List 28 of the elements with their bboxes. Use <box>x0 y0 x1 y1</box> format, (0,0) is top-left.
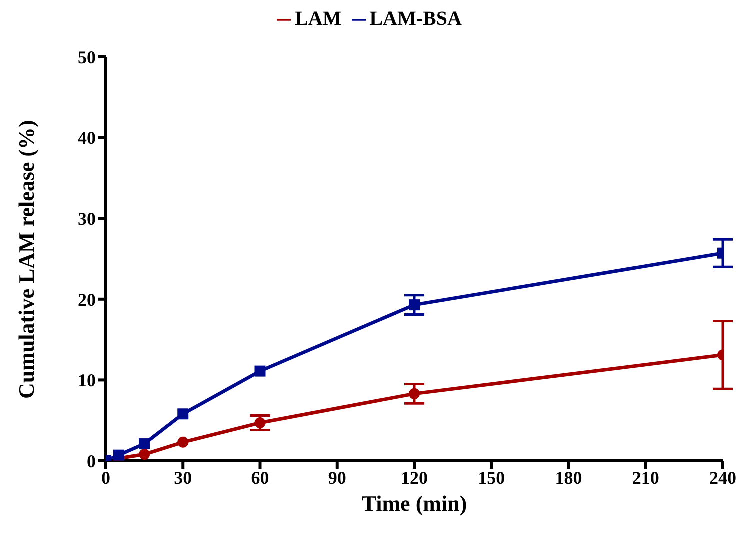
y-tick-label: 20 <box>78 290 96 310</box>
x-tick-label: 60 <box>251 468 270 488</box>
x-tick-label: 30 <box>174 468 192 488</box>
point <box>139 449 150 460</box>
y-tick-label: 30 <box>78 208 96 229</box>
legend-label: LAM-BSA <box>370 8 462 30</box>
x-tick-label: 240 <box>710 468 736 488</box>
legend-label: LAM <box>295 8 342 30</box>
x-tick-label: 180 <box>555 468 582 488</box>
x-tick-label: 90 <box>328 468 346 488</box>
y-tick-label: 50 <box>78 47 96 68</box>
y-tick-label: 40 <box>78 128 96 148</box>
point <box>139 438 150 450</box>
point <box>178 408 189 420</box>
y-axis-title: Cumulative LAM release (%) <box>14 120 39 399</box>
y-tick-label: 0 <box>87 451 96 472</box>
point <box>254 418 266 429</box>
point <box>113 450 124 461</box>
point <box>254 366 266 377</box>
x-tick-label: 210 <box>632 468 660 488</box>
x-tick-label: 0 <box>102 468 110 488</box>
x-tick-label: 120 <box>401 468 428 488</box>
point <box>409 388 420 400</box>
y-tick-label: 10 <box>78 370 96 391</box>
x-tick-label: 150 <box>478 468 506 488</box>
x-axis-title: Time (min) <box>362 491 468 516</box>
point <box>178 436 189 448</box>
point <box>409 300 420 311</box>
